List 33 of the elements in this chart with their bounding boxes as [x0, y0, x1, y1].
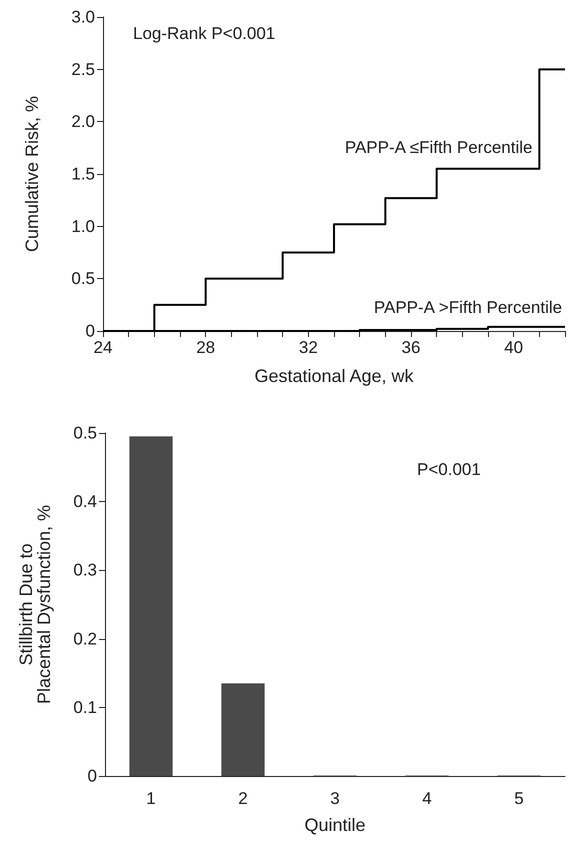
annotation: Log-Rank P<0.001 — [133, 24, 276, 43]
x-tick-label: 36 — [402, 338, 420, 357]
x-tick-label: 1 — [146, 789, 156, 808]
y-tick-label: 0.4 — [73, 492, 97, 512]
y-tick-label: 1.5 — [71, 164, 95, 184]
x-tick-label: 4 — [422, 789, 432, 808]
y-tick-label: 1.0 — [71, 216, 95, 236]
x-axis-title: Gestational Age, wk — [254, 366, 415, 386]
y-tick-label: 0.5 — [71, 269, 95, 288]
y-axis-title: Stillbirth Due to Placental Dysfunction, % — [16, 504, 54, 704]
y-tick-label: 2.5 — [71, 60, 95, 79]
y-axis-title: Cumulative Risk, % — [22, 96, 42, 252]
y-tick-label: 0.1 — [73, 698, 97, 717]
bar — [221, 683, 265, 776]
bar — [129, 436, 173, 776]
y-tick-label: 0.2 — [73, 629, 97, 648]
x-tick-label: 28 — [196, 338, 216, 357]
x-tick-label: 3 — [330, 789, 340, 808]
x-tick-label: 40 — [504, 338, 524, 357]
y-tick-label: 0 — [86, 322, 95, 340]
x-axis-title: Quintile — [304, 815, 366, 835]
annotation: P<0.001 — [417, 460, 481, 479]
y-tick-label: 3.0 — [71, 8, 95, 26]
x-tick-label: 5 — [514, 789, 524, 808]
series-label: PAPP-A ≤Fifth Percentile — [344, 138, 532, 157]
x-tick-label: 2 — [238, 789, 248, 808]
y-tick-label: 0 — [88, 766, 97, 786]
y-tick-label: 2.0 — [71, 112, 95, 132]
series-label: PAPP-A >Fifth Percentile — [374, 298, 562, 317]
x-tick-label: 32 — [298, 338, 318, 357]
y-tick-label: 0.5 — [73, 424, 97, 442]
y-tick-label: 0.3 — [73, 560, 97, 580]
x-tick-label: 24 — [94, 338, 112, 357]
